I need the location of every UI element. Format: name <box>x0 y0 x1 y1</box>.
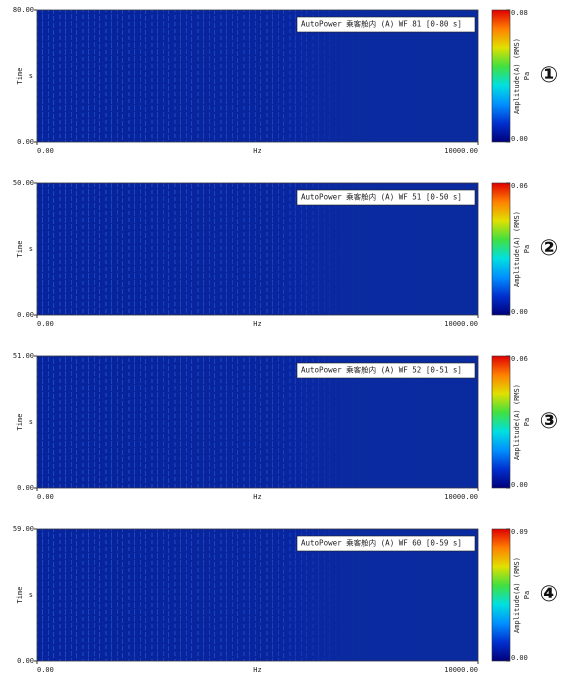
y-tick-label: 0.00 <box>17 311 34 319</box>
colorbar-unit: Pa <box>523 245 531 253</box>
plot-frame <box>36 182 479 316</box>
panel: 0.00 10000.00 0.00 51.00 Hz Time s AutoPower 乘客… <box>13 352 558 501</box>
y-tick-label: 0.00 <box>17 484 34 492</box>
colorbar-unit: Pa <box>523 72 531 80</box>
y-axis-label: Time <box>16 587 24 604</box>
x-tick-label: 0.00 <box>37 320 54 328</box>
y-unit: s <box>29 245 33 253</box>
colorbar-label: Amplitude(A) (RMS) <box>513 384 521 460</box>
x-tick-label: 0.00 <box>37 666 54 674</box>
colorbar-tick-label: 0.00 <box>511 308 528 316</box>
y-axis-label: Time <box>16 68 24 85</box>
colorbar-tick-label: 0.09 <box>511 528 528 536</box>
colorbar-unit: Pa <box>523 591 531 599</box>
y-unit: s <box>29 418 33 426</box>
y-axis-label: Time <box>16 414 24 431</box>
colorbar-unit: Pa <box>523 418 531 426</box>
colorbar <box>491 355 511 489</box>
x-tick-label: 0.00 <box>37 493 54 501</box>
panel: 0.00 10000.00 0.00 50.00 Hz Time s AutoPower 乘客… <box>13 179 558 328</box>
panel-marker: ② <box>540 236 559 261</box>
colorbar-label: Amplitude(A) (RMS) <box>513 211 521 287</box>
plot-frame <box>36 355 479 489</box>
panel: 0.00 10000.00 0.00 59.00 Hz Time s AutoPower 乘客… <box>13 525 558 674</box>
panel-marker: ④ <box>540 582 559 607</box>
colorbar-tick-label: 0.08 <box>511 9 528 17</box>
y-tick-label: 50.00 <box>13 179 34 187</box>
chart-title: AutoPower 乘客舱内 (A) WF 81 [0-80 s] <box>301 19 462 29</box>
y-tick-label: 59.00 <box>13 525 34 533</box>
colorbar-tick-label: 0.06 <box>511 182 528 190</box>
panel-marker: ③ <box>540 409 559 434</box>
y-tick-label: 0.00 <box>17 138 34 146</box>
colorbar-tick-label: 0.00 <box>511 135 528 143</box>
plot-frame <box>36 528 479 662</box>
x-axis-label: Hz <box>253 147 261 155</box>
colorbar-tick-label: 0.00 <box>511 654 528 662</box>
x-axis-label: Hz <box>253 320 261 328</box>
y-unit: s <box>29 72 33 80</box>
title-box <box>296 535 476 552</box>
chart-title: AutoPower 乘客舱内 (A) WF 52 [0-51 s] <box>301 365 462 375</box>
title-box <box>296 189 476 206</box>
x-axis-label: Hz <box>253 493 261 501</box>
y-unit: s <box>29 591 33 599</box>
colorbar-label: Amplitude(A) (RMS) <box>513 557 521 633</box>
panel-marker: ① <box>540 63 559 88</box>
colorbar <box>491 182 511 316</box>
x-tick-label: 10000.00 <box>444 320 478 328</box>
panel: 0.00 10000.00 0.00 80.00 Hz Time s AutoPower 乘客… <box>13 6 558 155</box>
chart-title: AutoPower 乘客舱内 (A) WF 51 [0-50 s] <box>301 192 462 202</box>
y-axis-label: Time <box>16 241 24 258</box>
plot-frame <box>36 9 479 143</box>
chart-title: AutoPower 乘客舱内 (A) WF 60 [0-59 s] <box>301 538 462 548</box>
x-tick-label: 0.00 <box>37 147 54 155</box>
x-tick-label: 10000.00 <box>444 147 478 155</box>
title-box <box>296 16 476 33</box>
colorbar <box>491 9 511 143</box>
title-box <box>296 362 476 379</box>
colorbar-tick-label: 0.06 <box>511 355 528 363</box>
x-tick-label: 10000.00 <box>444 493 478 501</box>
y-tick-label: 0.00 <box>17 657 34 665</box>
colorbar <box>491 528 511 662</box>
x-axis-label: Hz <box>253 666 261 674</box>
colorbar-tick-label: 0.00 <box>511 481 528 489</box>
y-tick-label: 51.00 <box>13 352 34 360</box>
y-tick-label: 80.00 <box>13 6 34 14</box>
x-tick-label: 10000.00 <box>444 666 478 674</box>
colorbar-label: Amplitude(A) (RMS) <box>513 38 521 114</box>
